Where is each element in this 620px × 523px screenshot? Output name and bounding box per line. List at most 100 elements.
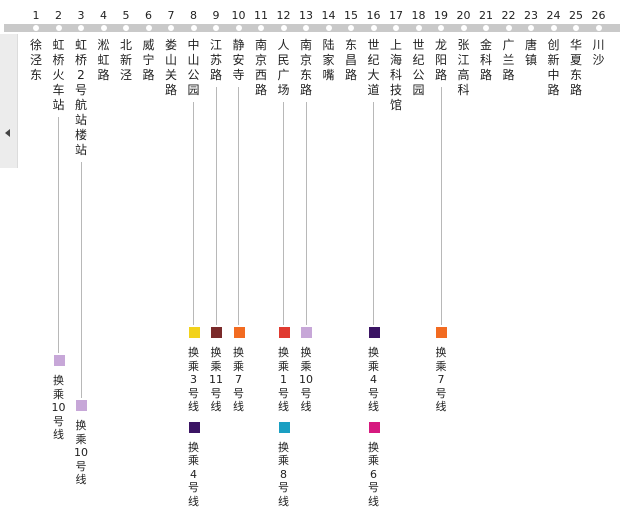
station-dot[interactable] <box>280 25 287 31</box>
station-name[interactable]: 人民广场 <box>277 38 290 97</box>
station-name[interactable]: 龙阳路 <box>434 38 447 82</box>
station-number: 15 <box>344 9 358 22</box>
line-track <box>4 24 620 32</box>
station-number: 11 <box>254 9 268 22</box>
station-name[interactable]: 世纪公园 <box>412 38 425 97</box>
station-number: 13 <box>299 9 313 22</box>
transfer-connector-line <box>305 102 307 325</box>
station-dot[interactable] <box>168 25 174 31</box>
station-number: 22 <box>501 9 516 22</box>
station-name[interactable]: 世纪大道 <box>367 38 380 97</box>
station-dot[interactable] <box>595 25 602 31</box>
transfer-label: 换乘3号线 <box>188 346 199 413</box>
station-dot[interactable] <box>438 25 444 31</box>
station-dot[interactable] <box>505 25 512 31</box>
station-dot[interactable] <box>573 25 579 31</box>
station-dot[interactable] <box>213 25 219 31</box>
station-dot[interactable] <box>33 25 39 31</box>
station-dot[interactable] <box>123 25 129 31</box>
transfer-line-color-swatch <box>233 327 245 338</box>
station-name[interactable]: 静安寺 <box>232 38 245 82</box>
station-dot[interactable] <box>528 25 534 31</box>
station-number: 6 <box>145 9 152 22</box>
chevron-left-icon[interactable] <box>5 129 10 137</box>
station-name[interactable]: 南京东路 <box>299 38 312 97</box>
station-dot[interactable] <box>78 25 84 31</box>
transfer-label: 换乘10号线 <box>74 419 88 486</box>
transfer-connector-line <box>58 117 59 353</box>
station-name[interactable]: 川沙 <box>592 38 605 67</box>
transfer-label: 换乘4号线 <box>368 346 379 413</box>
station-number: 14 <box>321 9 336 22</box>
station-number: 26 <box>591 9 606 22</box>
station-name[interactable]: 娄山关路 <box>164 38 177 97</box>
station-number: 25 <box>569 9 583 22</box>
station-number: 2 <box>55 9 62 22</box>
station-dot[interactable] <box>325 25 332 31</box>
transfer-label: 换乘10号线 <box>51 374 66 441</box>
station-dot[interactable] <box>550 25 557 31</box>
station-number: 3 <box>77 9 85 22</box>
transfer-connector-line <box>215 87 217 325</box>
transfer-label: 换乘7号线 <box>435 346 447 413</box>
station-dot[interactable] <box>235 25 242 31</box>
transfer-connector-line <box>80 162 82 398</box>
station-dot[interactable] <box>303 25 309 31</box>
station-name[interactable]: 江苏路 <box>209 38 222 82</box>
station-number: 7 <box>167 9 175 22</box>
transfer-connector-line <box>238 87 239 325</box>
station-number: 12 <box>276 9 291 22</box>
station-name[interactable]: 唐镇 <box>524 38 537 67</box>
station-number: 19 <box>434 9 448 22</box>
station-dot[interactable] <box>190 25 197 31</box>
station-number: 10 <box>231 9 246 22</box>
station-dot[interactable] <box>55 25 62 31</box>
station-name[interactable]: 陆家嘴 <box>322 38 335 82</box>
station-name[interactable]: 虹桥火车站 <box>52 38 65 112</box>
station-name[interactable]: 徐泾东 <box>29 38 42 82</box>
station-dot[interactable] <box>393 25 399 31</box>
station-name[interactable]: 东昌路 <box>344 38 357 82</box>
station-name[interactable]: 上海科技馆 <box>389 38 402 112</box>
transfer-line-color-swatch <box>368 421 380 433</box>
transfer-label: 换乘8号线 <box>278 440 289 508</box>
station-number: 4 <box>100 9 107 22</box>
scroll-left-tab[interactable] <box>0 34 18 168</box>
station-dot[interactable] <box>100 25 107 31</box>
station-number: 8 <box>190 9 197 22</box>
station-number: 9 <box>212 9 220 22</box>
transfer-label: 换乘10号线 <box>299 346 313 413</box>
transfer-line-color-swatch <box>211 327 222 338</box>
station-dot[interactable] <box>348 25 354 31</box>
transfer-label: 换乘11号线 <box>209 346 223 413</box>
station-dot[interactable] <box>145 25 152 31</box>
transfer-line-color-swatch <box>278 421 290 433</box>
station-name[interactable]: 广兰路 <box>502 38 515 82</box>
station-name[interactable]: 北新泾 <box>119 38 132 82</box>
station-dot[interactable] <box>460 25 467 31</box>
station-name[interactable]: 威宁路 <box>142 38 155 82</box>
station-number: 5 <box>122 9 130 22</box>
station-dot[interactable] <box>415 25 422 31</box>
transfer-line-color-swatch <box>76 400 87 411</box>
station-dot[interactable] <box>370 25 377 31</box>
station-dot[interactable] <box>258 25 264 31</box>
station-name[interactable]: 南京西路 <box>254 38 267 97</box>
transfer-label: 换乘4号线 <box>188 440 199 508</box>
station-number: 24 <box>546 9 561 22</box>
station-name[interactable]: 华夏东路 <box>569 38 582 97</box>
station-name[interactable]: 张江高科 <box>457 38 470 97</box>
station-number: 18 <box>411 9 426 22</box>
transfer-label: 换乘7号线 <box>233 346 244 413</box>
transfer-connector-line <box>193 102 194 325</box>
transfer-line-color-swatch <box>301 327 312 338</box>
station-name[interactable]: 淞虹路 <box>97 38 110 82</box>
station-dot[interactable] <box>483 25 489 31</box>
station-name[interactable]: 金科路 <box>479 38 492 82</box>
station-name[interactable]: 虹桥2号航站楼站 <box>74 38 87 157</box>
station-number: 17 <box>389 9 403 22</box>
station-name[interactable]: 创新中路 <box>547 38 560 97</box>
transfer-connector-line <box>283 102 284 325</box>
station-name[interactable]: 中山公园 <box>187 38 200 97</box>
